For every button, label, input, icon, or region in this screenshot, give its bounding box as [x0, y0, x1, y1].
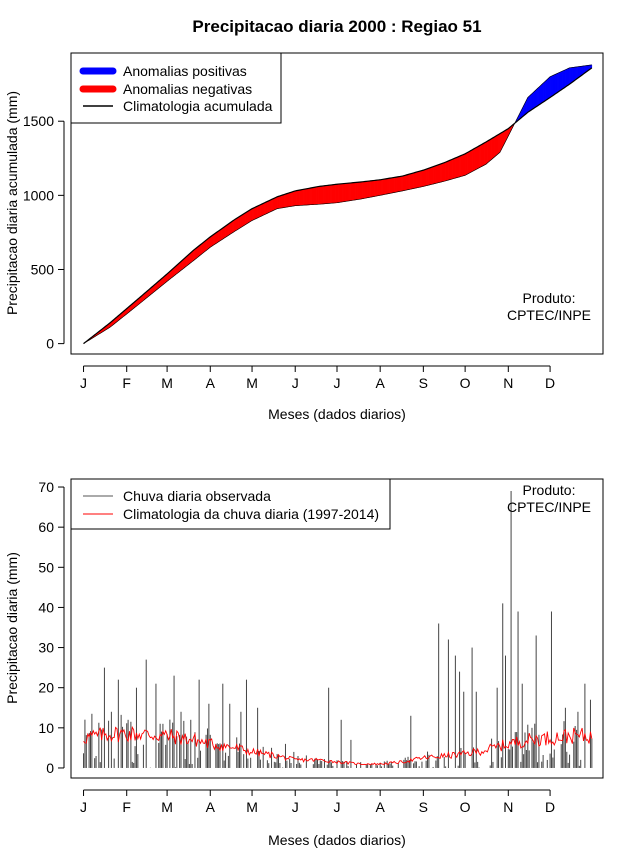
top-x-tick-label: D — [545, 375, 555, 391]
bottom-legend: Chuva diaria observada Climatologia da c… — [70, 478, 391, 530]
top-x-tick-label: M — [161, 375, 173, 391]
top-y-tick-label: 0 — [46, 336, 54, 352]
bottom-y-tick-label: 10 — [38, 720, 54, 736]
bottom-y-tick-label: 30 — [38, 640, 54, 656]
chart-title: Precipitacao diaria 2000 : Regiao 51 — [192, 17, 481, 36]
bottom-product-label: Produto: — [523, 482, 576, 498]
top-plot-frame — [70, 52, 604, 355]
bottom-product-source: CPTEC/INPE — [507, 499, 591, 515]
top-legend: Anomalias positivas Anomalias negativas … — [70, 52, 282, 124]
legend-label-climatology-daily: Climatologia da chuva diaria (1997-2014) — [123, 506, 379, 522]
top-x-tick-label: J — [292, 375, 299, 391]
bottom-y-tick-label: 40 — [38, 599, 54, 615]
bottom-x-tick-label: F — [122, 799, 131, 815]
bottom-x-tick-label: S — [419, 799, 428, 815]
top-y-axis-label: Precipitacao diaria acumulada (mm) — [4, 91, 20, 315]
top-y-tick-label: 1500 — [23, 113, 54, 129]
top-y-axis: 0 500 1000 1500 — [23, 113, 65, 352]
bottom-x-tick-label: A — [376, 799, 386, 815]
bottom-y-tick-label: 50 — [38, 559, 54, 575]
bottom-x-axis-label: Meses (dados diarios) — [268, 832, 406, 848]
top-x-tick-label: F — [122, 375, 131, 391]
top-y-tick-label: 1000 — [23, 187, 54, 203]
bottom-x-tick-label: J — [292, 799, 299, 815]
bottom-y-tick-label: 0 — [46, 760, 54, 776]
top-x-tick-label: O — [460, 375, 471, 391]
climatology-line — [83, 67, 593, 345]
top-x-tick-label: M — [246, 375, 258, 391]
bottom-y-axis: 0 10 20 30 40 50 60 70 — [38, 479, 65, 776]
top-product-source: CPTEC/INPE — [507, 307, 591, 323]
top-chart: 0 500 1000 1500 J F M A M J J A S O N D Meses (dados d… — [4, 52, 604, 422]
bottom-chart: 0 10 20 30 40 50 60 70 J F M A M J J A S O N D Meses (dado… — [4, 478, 604, 848]
top-x-tick-label: S — [419, 375, 428, 391]
bottom-y-tick-label: 60 — [38, 519, 54, 535]
top-x-tick-label: N — [503, 375, 513, 391]
observed-cumulative-line — [83, 64, 592, 344]
top-x-axis-label: Meses (dados diarios) — [268, 406, 406, 422]
legend-label-observed: Chuva diaria observada — [123, 488, 271, 504]
bottom-y-tick-label: 20 — [38, 680, 54, 696]
bottom-x-tick-label: M — [161, 799, 173, 815]
bottom-x-tick-label: D — [545, 799, 555, 815]
top-product-label: Produto: — [523, 290, 576, 306]
bottom-x-tick-label: N — [503, 799, 513, 815]
climatology-daily-line — [83, 725, 593, 766]
daily-rain-bars — [83, 491, 593, 768]
legend-label-negative: Anomalias negativas — [123, 81, 252, 97]
bottom-x-tick-label: M — [246, 799, 258, 815]
top-x-tick-label: J — [334, 375, 341, 391]
bottom-legend-box — [70, 478, 391, 530]
bottom-x-tick-label: A — [206, 799, 216, 815]
top-x-tick-label: A — [206, 375, 216, 391]
bottom-x-tick-label: J — [80, 799, 87, 815]
bottom-x-tick-label: J — [334, 799, 341, 815]
legend-label-climatology: Climatologia acumulada — [123, 98, 273, 114]
top-x-tick-label: A — [376, 375, 386, 391]
bottom-x-tick-label: O — [460, 799, 471, 815]
top-x-tick-label: J — [80, 375, 87, 391]
bottom-y-axis-label: Precipitacao diaria (mm) — [4, 552, 20, 704]
top-y-tick-label: 500 — [31, 261, 55, 277]
legend-label-positive: Anomalias positivas — [123, 63, 247, 79]
bottom-y-tick-label: 70 — [38, 479, 54, 495]
